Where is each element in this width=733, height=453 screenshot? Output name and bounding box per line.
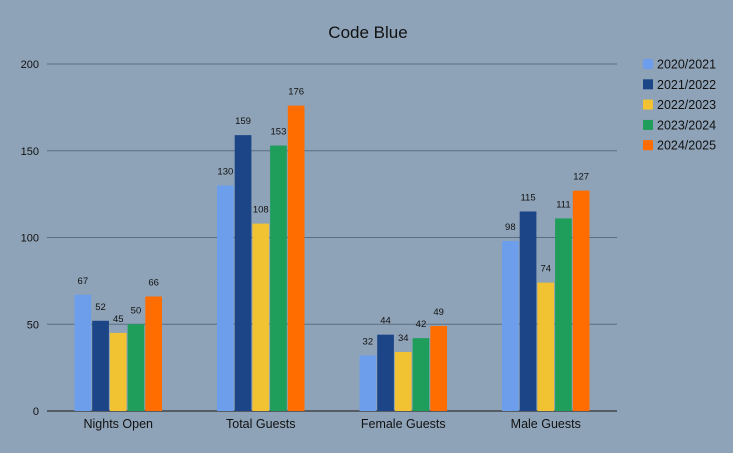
legend-label: 2024/2025 [657, 139, 716, 153]
bar [92, 320, 109, 411]
legend: 2020/2021 2021/2022 2022/2023 2023/2024 2024… [643, 58, 716, 153]
data-label: 74 [540, 264, 551, 275]
data-label: 50 [131, 305, 142, 316]
legend-swatch [643, 119, 653, 130]
bar [234, 135, 252, 411]
data-label: 127 [573, 172, 589, 183]
x-tick-label: Nights Open [84, 417, 154, 431]
data-label: 130 [217, 166, 233, 177]
legend-label: 2020/2021 [657, 58, 716, 72]
data-label: 108 [253, 205, 269, 216]
data-label: 66 [148, 277, 159, 288]
data-label: 44 [380, 316, 391, 327]
legend-swatch [643, 140, 653, 151]
legend-label: 2021/2022 [657, 78, 716, 92]
y-tick-label: 100 [21, 233, 39, 245]
x-axis: Nights Open Total Guests Female Guests Male… [84, 417, 581, 431]
bar [430, 325, 447, 411]
legend-swatch [643, 79, 653, 90]
y-tick-label: 0 [33, 406, 39, 418]
x-tick-label: Male Guests [511, 417, 581, 431]
chart-title: Code Blue [328, 23, 407, 42]
data-label: 52 [95, 302, 106, 313]
bar [217, 185, 234, 411]
legend-label: 2023/2024 [657, 118, 716, 132]
bar [502, 240, 519, 411]
bar [377, 334, 394, 411]
data-label: 115 [520, 192, 535, 203]
y-tick-label: 150 [21, 146, 39, 158]
data-label: 34 [398, 333, 409, 344]
bar [359, 355, 377, 411]
bars [74, 105, 590, 412]
y-tick-label: 200 [21, 59, 39, 71]
data-label: 45 [113, 314, 124, 325]
data-label: 111 [556, 199, 570, 210]
y-axis: 0 50 100 150 200 [21, 59, 39, 418]
data-label: 49 [433, 307, 444, 318]
bar [109, 332, 127, 411]
bar [145, 296, 162, 411]
data-label: 153 [271, 127, 287, 138]
bar [412, 338, 430, 411]
data-label: 98 [505, 222, 516, 233]
x-tick-label: Total Guests [226, 417, 295, 431]
data-labels: 67 52 45 50 66 130 159 108 153 176 32 44 34 42 49 98 115… [78, 87, 590, 348]
bar [287, 105, 305, 411]
bar [394, 352, 412, 411]
data-label: 67 [78, 276, 89, 287]
bar [572, 190, 590, 411]
bar [537, 282, 555, 411]
x-tick-label: Female Guests [361, 417, 446, 431]
legend-label: 2022/2023 [657, 98, 716, 112]
bar [519, 211, 537, 411]
legend-swatch [643, 99, 653, 110]
data-label: 32 [363, 336, 374, 347]
data-label: 176 [288, 87, 304, 98]
y-tick-label: 50 [27, 319, 39, 331]
bar [74, 294, 92, 411]
bar [127, 324, 145, 411]
bar [555, 218, 572, 411]
bar [252, 223, 270, 411]
data-label: 42 [416, 319, 427, 330]
bar [270, 145, 287, 412]
legend-swatch [643, 59, 653, 69]
data-label: 159 [235, 116, 251, 127]
